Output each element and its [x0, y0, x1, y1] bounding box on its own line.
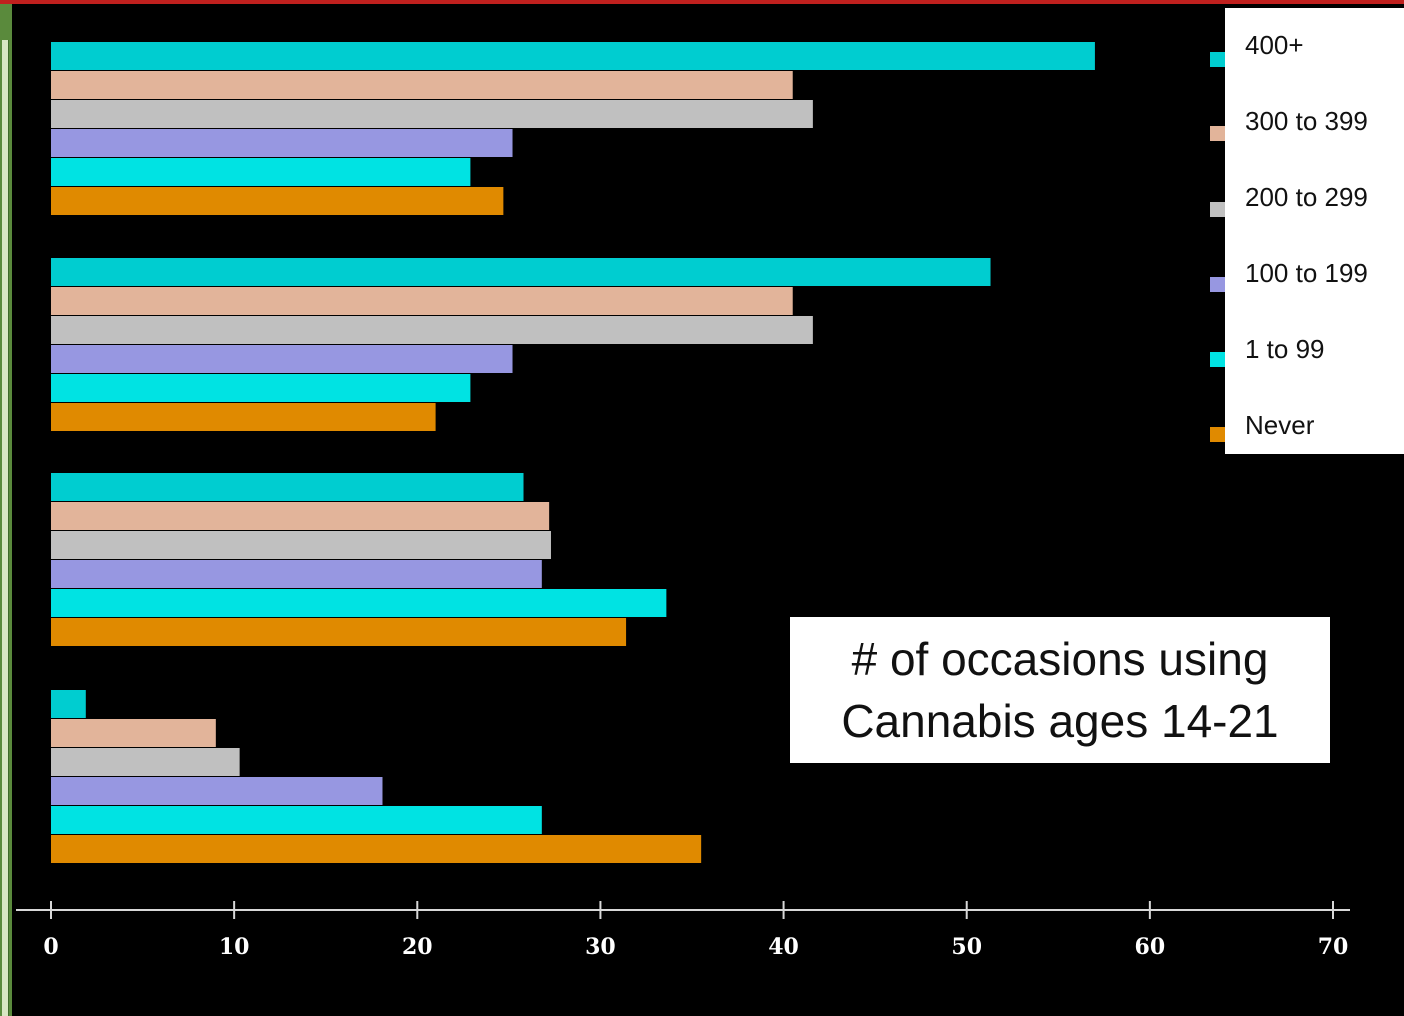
- slide-left-frame-inner: [2, 40, 9, 1016]
- chart-title-box: # of occasions using Cannabis ages 14-21: [790, 617, 1330, 763]
- x-tick-label-10: 10: [219, 934, 250, 960]
- bar-300-to-399-group-1: [51, 71, 793, 99]
- bar-200-to-299-group-4: [51, 748, 240, 776]
- legend: 400+ 300 to 399 200 to 299 100 to 199 1 to 9…: [1225, 8, 1404, 454]
- x-tick-label-50: 50: [951, 934, 982, 960]
- legend-label-6: Never: [1245, 410, 1315, 440]
- chart-title-line-1: # of occasions using: [851, 633, 1269, 685]
- bar-200-to-299-group-1: [51, 100, 813, 128]
- bar-300-to-399-group-2: [51, 287, 793, 315]
- x-tick-label-0: 0: [43, 934, 58, 960]
- bar-1-to-99-group-4: [51, 806, 542, 834]
- bar-never-group-2: [51, 403, 436, 431]
- legend-label-1: 400+: [1245, 30, 1304, 60]
- bar-1-to-99-group-1: [51, 158, 471, 186]
- bar-400plus-group-3: [51, 473, 524, 501]
- chart-title-line-2: Cannabis ages 14-21: [841, 695, 1279, 747]
- bar-300-to-399-group-4: [51, 719, 216, 747]
- legend-label-2: 300 to 399: [1245, 106, 1368, 136]
- legend-label-3: 200 to 299: [1245, 182, 1368, 212]
- legend-swatch-1: [1210, 52, 1225, 67]
- legend-label-4: 100 to 199: [1245, 258, 1368, 288]
- bar-100-to-199-group-3: [51, 560, 542, 588]
- slide-left-frame: [0, 4, 12, 1016]
- slide-top-border: [0, 0, 1404, 4]
- bar-1-to-99-group-3: [51, 589, 667, 617]
- legend-swatch-4: [1210, 277, 1225, 292]
- legend-swatch-3: [1210, 202, 1225, 217]
- x-axis: 0 10 20 30 40 50 60 70: [16, 901, 1350, 960]
- x-tick-label-40: 40: [768, 934, 799, 960]
- bar-200-to-299-group-3: [51, 531, 551, 559]
- bar-never-group-4: [51, 835, 702, 863]
- x-tick-label-60: 60: [1135, 934, 1166, 960]
- legend-swatch-6: [1210, 427, 1225, 442]
- bars-group: [51, 42, 1095, 863]
- bar-100-to-199-group-1: [51, 129, 513, 157]
- bar-never-group-3: [51, 618, 627, 646]
- bar-never-group-1: [51, 187, 504, 215]
- x-tick-label-30: 30: [585, 934, 616, 960]
- bar-1-to-99-group-2: [51, 374, 471, 402]
- bar-200-to-299-group-2: [51, 316, 813, 344]
- bar-400plus-group-1: [51, 42, 1095, 70]
- bar-100-to-199-group-2: [51, 345, 513, 373]
- legend-swatch-5: [1210, 352, 1225, 367]
- x-tick-label-70: 70: [1318, 934, 1349, 960]
- bar-400plus-group-4: [51, 690, 86, 718]
- x-tick-label-20: 20: [402, 934, 433, 960]
- legend-swatch-2: [1210, 126, 1225, 141]
- bar-400plus-group-2: [51, 258, 991, 286]
- bar-300-to-399-group-3: [51, 502, 550, 530]
- legend-label-5: 1 to 99: [1245, 334, 1325, 364]
- bar-100-to-199-group-4: [51, 777, 383, 805]
